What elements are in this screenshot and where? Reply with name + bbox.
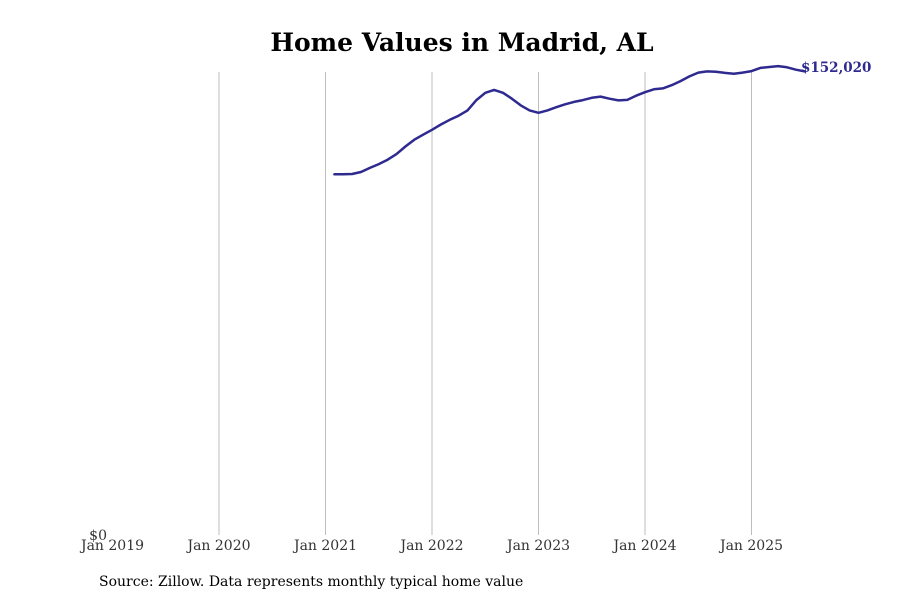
series-line-0 [333,64,807,176]
x-axis-ticks: Jan 2019 Jan 2020 Jan 2021 Jan 2022 Jan 2023… [79,538,783,554]
gridlines [218,72,752,535]
source-note: Source: Zillow. Data represents monthly … [99,574,524,590]
series-lines [333,64,807,176]
y-tick-label: $0 [89,528,107,544]
y-axis-ticks: $0 [89,528,107,544]
x-tick-label: Jan 2025 [718,538,783,554]
x-tick-label: Jan 2023 [505,538,570,554]
chart-title: Home Values in Madrid, AL [270,28,654,57]
x-tick-label: Jan 2024 [611,538,676,554]
x-tick-label: Jan 2022 [398,538,463,554]
x-tick-label: Jan 2020 [185,538,250,554]
end-value-label: $152,020 [801,60,871,76]
x-tick-label: Jan 2019 [79,538,144,554]
end-labels: $152,020 [801,60,871,76]
x-tick-label: Jan 2021 [292,538,357,554]
